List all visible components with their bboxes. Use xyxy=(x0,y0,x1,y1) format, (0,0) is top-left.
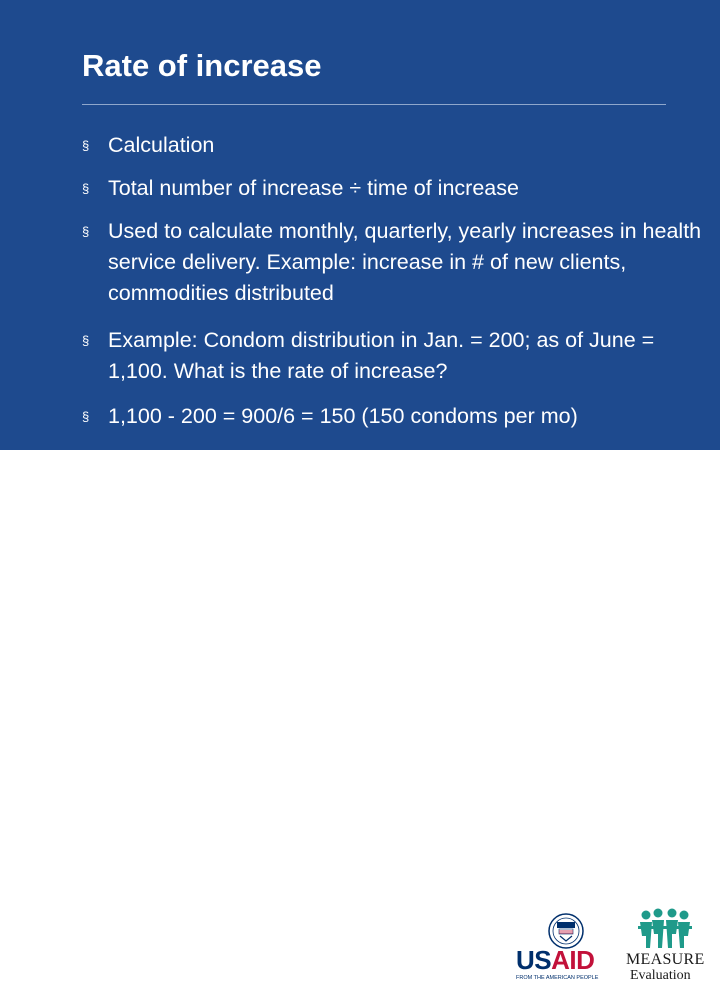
bullet-item: § Used to calculate monthly, quarterly, … xyxy=(82,216,702,309)
bullet-marker: § xyxy=(82,224,90,239)
bullet-text: Total number of increase ÷ time of incre… xyxy=(108,176,519,200)
usaid-logo-text: USAID xyxy=(516,945,595,975)
title-divider xyxy=(82,104,666,105)
footer-logos: USAID FROM THE AMERICAN PEOPLE MEASURE E… xyxy=(0,450,720,983)
bullet-item: § 1,100 - 200 = 900/6 = 150 (150 condoms… xyxy=(82,401,702,432)
measure-evaluation-text: Evaluation xyxy=(630,968,691,983)
bullet-marker: § xyxy=(82,181,90,196)
slide-title: Rate of increase xyxy=(82,48,322,83)
usaid-tagline: FROM THE AMERICAN PEOPLE xyxy=(516,975,599,981)
slide-background xyxy=(0,0,720,450)
bullet-marker: § xyxy=(82,409,90,424)
bullet-list: § Calculation § Total number of increase… xyxy=(82,130,702,432)
bullet-item: § Calculation xyxy=(82,130,702,161)
bullet-item: § Example: Condom distribution in Jan. =… xyxy=(82,325,702,387)
measure-logo-text: MEASURE xyxy=(626,951,705,968)
bullet-text: Calculation xyxy=(108,133,215,157)
bullet-marker: § xyxy=(82,333,90,348)
bullet-item: § Total number of increase ÷ time of inc… xyxy=(82,173,702,204)
bullet-text: 1,100 - 200 = 900/6 = 150 (150 condoms p… xyxy=(108,404,578,428)
bullet-text: Used to calculate monthly, quarterly, ye… xyxy=(108,219,702,305)
measure-people-icon xyxy=(638,908,692,948)
bullet-text: Example: Condom distribution in Jan. = 2… xyxy=(108,328,655,383)
bullet-marker: § xyxy=(82,138,90,153)
